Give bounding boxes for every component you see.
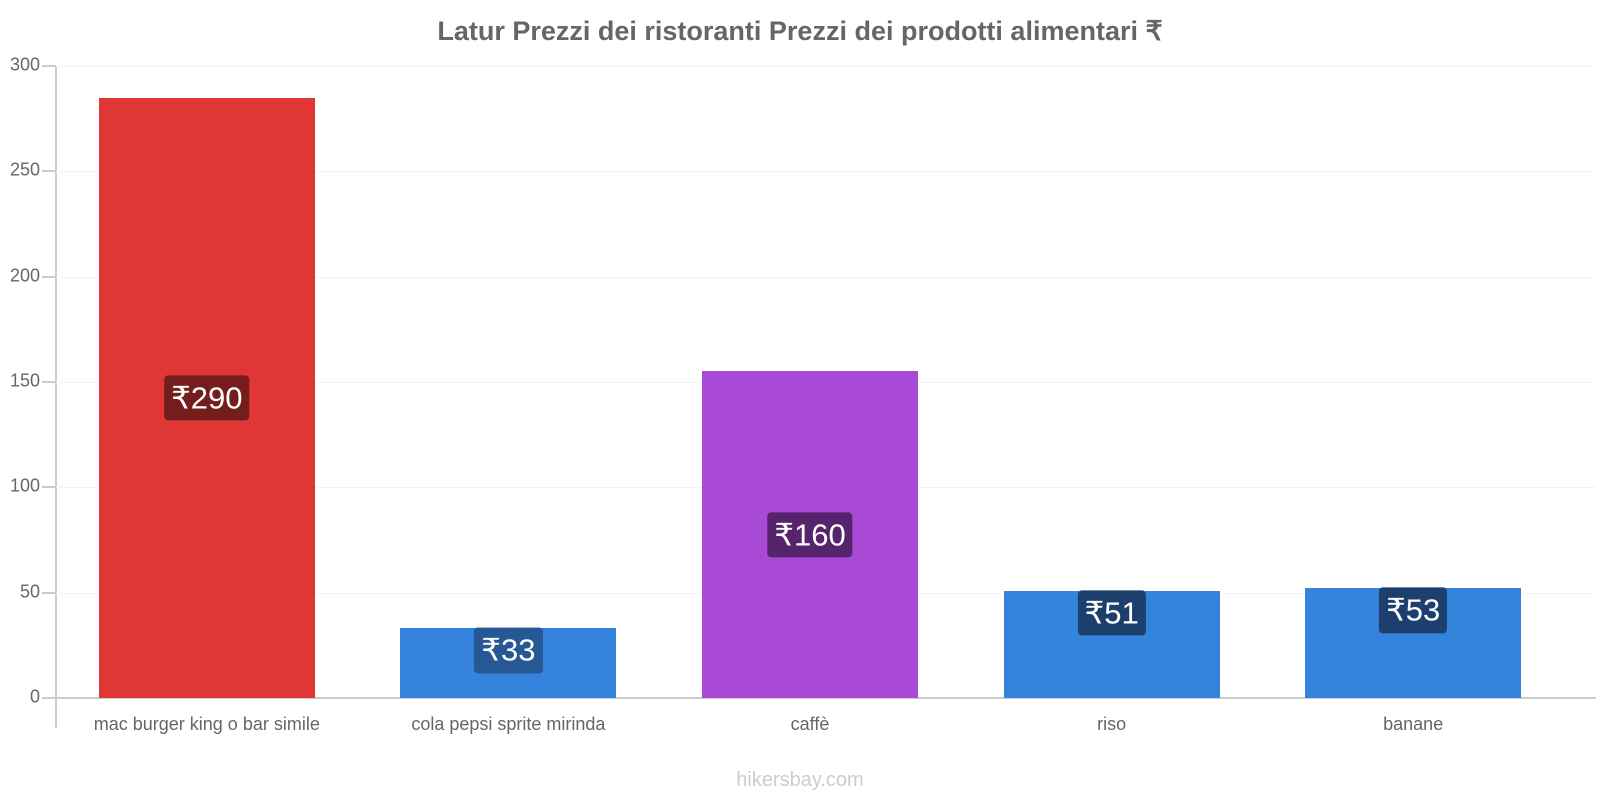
x-axis-line bbox=[42, 697, 1596, 699]
gridline bbox=[56, 171, 1596, 173]
y-tick-mark bbox=[42, 591, 56, 594]
y-tick-label: 100 bbox=[9, 475, 40, 496]
y-tick-label: 50 bbox=[19, 581, 40, 602]
bar-value-label: ₹51 bbox=[1077, 589, 1146, 636]
bar-value-label: ₹160 bbox=[767, 512, 853, 558]
bar-value-label: ₹33 bbox=[474, 627, 543, 674]
watermark: hikersbay.com bbox=[736, 769, 864, 791]
chart-title: Latur Prezzi dei ristoranti Prezzi dei p… bbox=[437, 16, 1163, 46]
y-axis-line bbox=[55, 66, 57, 728]
y-tick-mark bbox=[42, 486, 56, 489]
x-category-label: caffè bbox=[790, 714, 830, 734]
y-tick-label: 250 bbox=[9, 159, 40, 180]
x-category-label: banane bbox=[1383, 714, 1444, 734]
y-tick-label: 200 bbox=[9, 265, 40, 286]
gridline bbox=[56, 276, 1596, 278]
y-tick-mark bbox=[42, 65, 56, 67]
gridline bbox=[56, 66, 1596, 67]
x-category-label: riso bbox=[1097, 714, 1127, 734]
bar-value-label: ₹53 bbox=[1379, 587, 1448, 634]
y-tick-mark bbox=[42, 170, 56, 173]
y-tick-mark bbox=[42, 275, 56, 278]
x-category-label: mac burger king o bar simile bbox=[93, 714, 320, 734]
y-tick-label: 0 bbox=[29, 686, 40, 707]
y-tick-mark bbox=[42, 697, 56, 699]
y-tick-label: 150 bbox=[9, 370, 40, 391]
bar-value-label: ₹290 bbox=[164, 375, 250, 421]
x-category-label: cola pepsi sprite mirinda bbox=[411, 714, 606, 734]
y-tick-mark bbox=[42, 381, 56, 383]
y-tick-label: 300 bbox=[9, 54, 40, 75]
